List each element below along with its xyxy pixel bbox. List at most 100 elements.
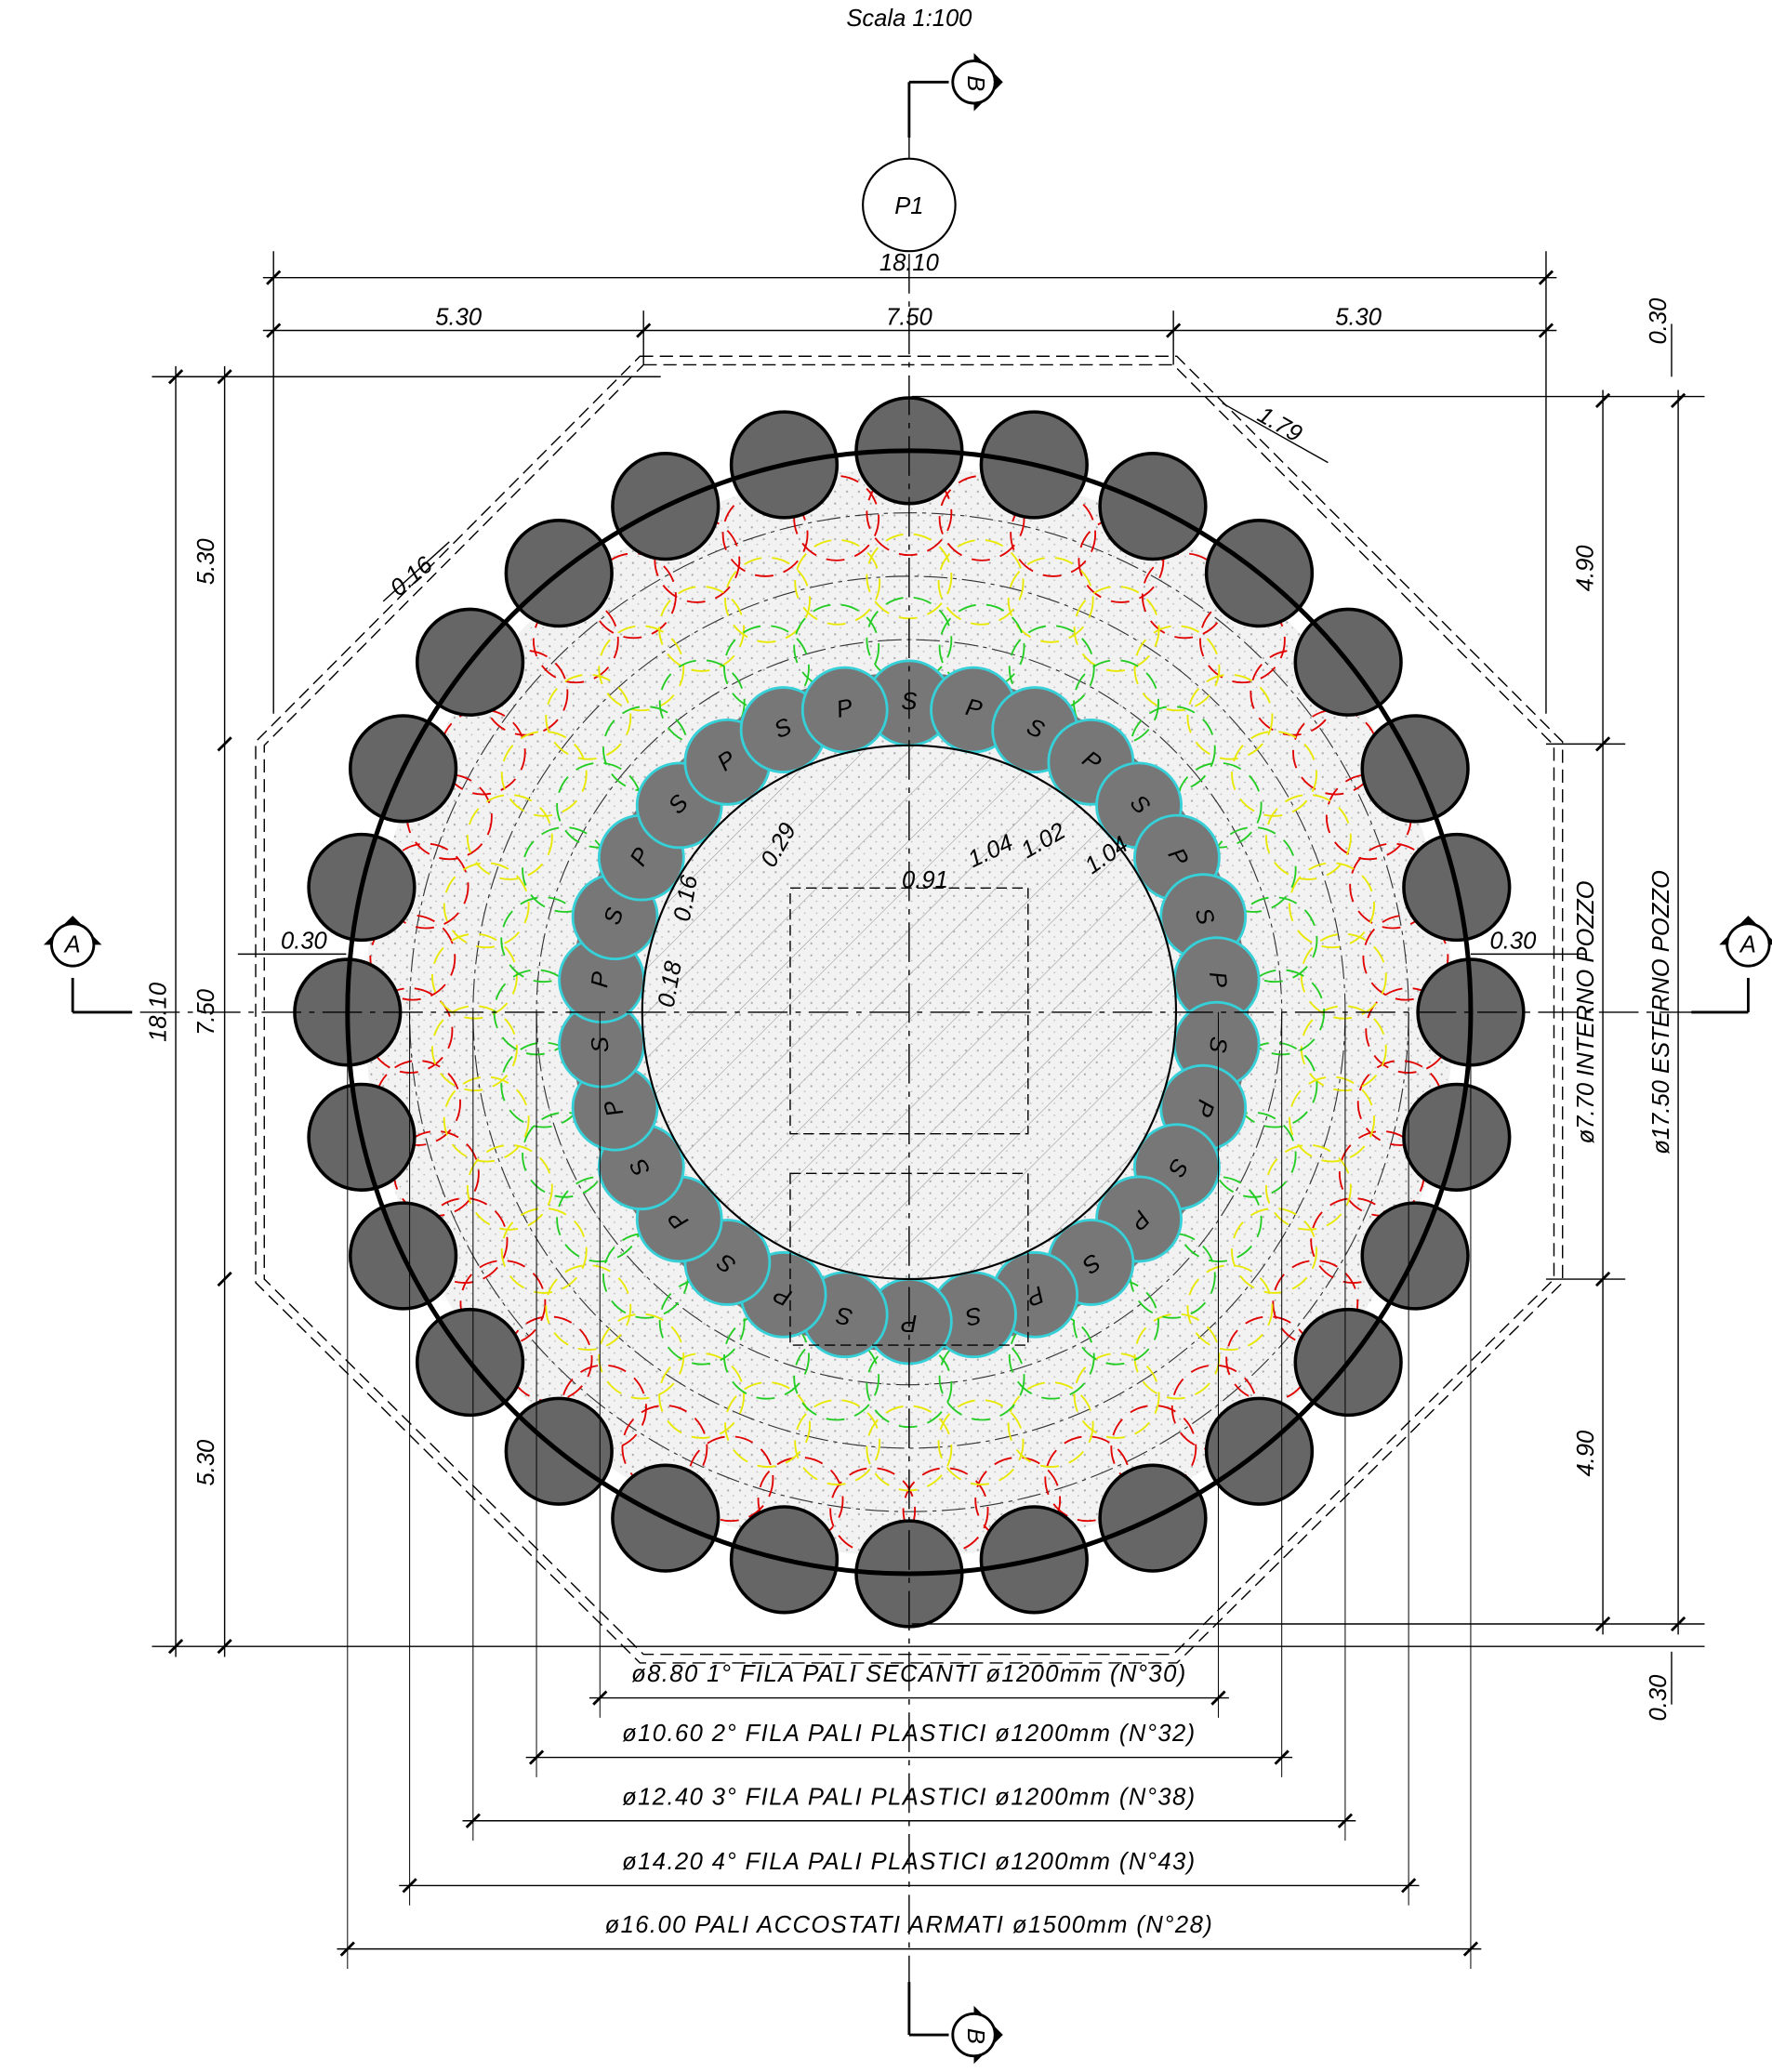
dimension-label: 0.30 [1646, 297, 1672, 345]
dimension-label: 18.10 [146, 982, 172, 1042]
section-marker [951, 2005, 1003, 2065]
dimension-label: 7.50 [886, 304, 933, 330]
dimension-label: ø7.70 INTERNO POZZO [1573, 880, 1599, 1143]
dimension-label: 0.30 [281, 928, 328, 954]
dim-tick [217, 1271, 232, 1287]
plastic-pile [866, 469, 953, 557]
plastic-pile [532, 597, 619, 684]
plastic-pile [1264, 1143, 1352, 1231]
section-letter: A [1739, 932, 1756, 958]
plastic-pile [443, 862, 530, 949]
plastic-pile [369, 914, 456, 1001]
plastic-pile [1073, 1353, 1160, 1439]
plastic-pile [1007, 556, 1094, 643]
marker-circle [1726, 922, 1771, 968]
plastic-pile [431, 932, 518, 1020]
plastic-pile [794, 538, 881, 626]
plastic-pile [654, 517, 741, 603]
plastic-pile [598, 1313, 685, 1400]
plastic-pile [1186, 1264, 1274, 1351]
pile-row-label: ø14.20 4° FILA PALI PLASTICI ø1200mm (N°… [622, 1849, 1197, 1875]
plastic-pile [1231, 1208, 1317, 1294]
plastic-pile [794, 1399, 881, 1485]
secant-pile-label: S [901, 689, 917, 715]
plastic-pile [1289, 1076, 1375, 1163]
pile-row-label: ø16.00 PALI ACCOSTATI ARMATI ø1500mm (N°… [605, 1912, 1214, 1938]
plastic-pile [1300, 1005, 1387, 1092]
plastic-pile [1073, 1278, 1159, 1366]
plastic-pile [598, 625, 685, 712]
plastic-pile [1289, 862, 1375, 949]
plastic-pile [658, 586, 746, 672]
plastic-pile [937, 1399, 1025, 1485]
plastic-pile [1231, 730, 1317, 817]
plastic-pile [723, 1313, 810, 1400]
dimension-line [382, 541, 450, 602]
plastic-pile [466, 794, 553, 880]
plastic-pile [431, 1005, 518, 1092]
plastic-pile [1073, 586, 1160, 672]
plastic-pile [793, 1334, 880, 1421]
section-marker [43, 916, 102, 968]
plastic-pile [1264, 794, 1352, 880]
plastic-pile [545, 673, 632, 760]
plastic-pile [1300, 932, 1387, 1020]
secant-pile-label: S [1204, 1036, 1232, 1054]
plastic-pile [545, 1264, 632, 1351]
dimension-label: 18.10 [879, 250, 940, 276]
secant-pile-label: S [834, 1301, 855, 1330]
section-letter: B [962, 2028, 988, 2044]
plastic-pile [721, 491, 809, 577]
dimension-label: 0.91 [902, 867, 948, 893]
plastic-pile [466, 1143, 553, 1231]
marker-circle [50, 922, 96, 968]
octagon-outline [255, 355, 1564, 1664]
dimension-label: 5.30 [193, 1439, 219, 1486]
dimension-label: 0.30 [1646, 1674, 1672, 1722]
plastic-pile [937, 538, 1025, 626]
secant-pile-label: P [963, 694, 985, 723]
plastic-pile [1010, 491, 1097, 577]
plastic-pile [1007, 1381, 1094, 1468]
plastic-pile [1198, 597, 1286, 684]
marker-circle [951, 2012, 997, 2058]
dimension-label: ø17.50 ESTERNO POZZO [1648, 870, 1674, 1155]
plastic-pile [500, 1208, 588, 1294]
marker-circle [951, 59, 997, 105]
plastic-pile [938, 1334, 1025, 1421]
pile-row-label: ø8.80 1° FILA PALI SECANTI ø1200mm (N°30… [631, 1661, 1187, 1687]
plastic-pile [658, 1278, 746, 1366]
plan-geometry [43, 53, 1772, 2065]
pile-row-label: ø12.40 3° FILA PALI PLASTICI ø1200mm (N°… [622, 1784, 1197, 1810]
dimension-label: 7.50 [193, 988, 219, 1036]
dim-tick [217, 736, 232, 752]
plastic-pile [443, 1076, 530, 1163]
plastic-pile [500, 730, 588, 817]
section-letter: A [63, 932, 81, 958]
scale-title: Scala 1:100 [846, 6, 972, 32]
plastic-pile [724, 556, 811, 643]
secant-pile-label: S [587, 1036, 615, 1054]
dimension-label: 0.30 [1490, 928, 1538, 954]
dimension-label: 4.90 [1573, 1430, 1599, 1477]
plan-label: P1 [894, 193, 923, 219]
secant-pile-label: P [901, 1310, 917, 1336]
dimension-line [1222, 403, 1329, 464]
plan-marker [862, 157, 957, 253]
secant-pile-label: P [834, 694, 855, 723]
pile-row-label: ø10.60 2° FILA PALI PLASTICI ø1200mm (N°… [622, 1721, 1197, 1747]
secant-pile-label: P [1204, 970, 1232, 989]
dimension-label: 5.30 [193, 538, 219, 586]
plastic-pile [1133, 1313, 1221, 1400]
octagon-outline [263, 363, 1555, 1656]
section-letter: B [962, 75, 988, 91]
secant-pile [800, 666, 889, 754]
plastic-pile [658, 1353, 746, 1439]
section-marker [1719, 916, 1772, 968]
secant-pile-label: S [963, 1301, 985, 1330]
secant-pile-label: P [587, 970, 615, 989]
plastic-pile [1362, 914, 1449, 1001]
plastic-pile [1186, 673, 1274, 760]
